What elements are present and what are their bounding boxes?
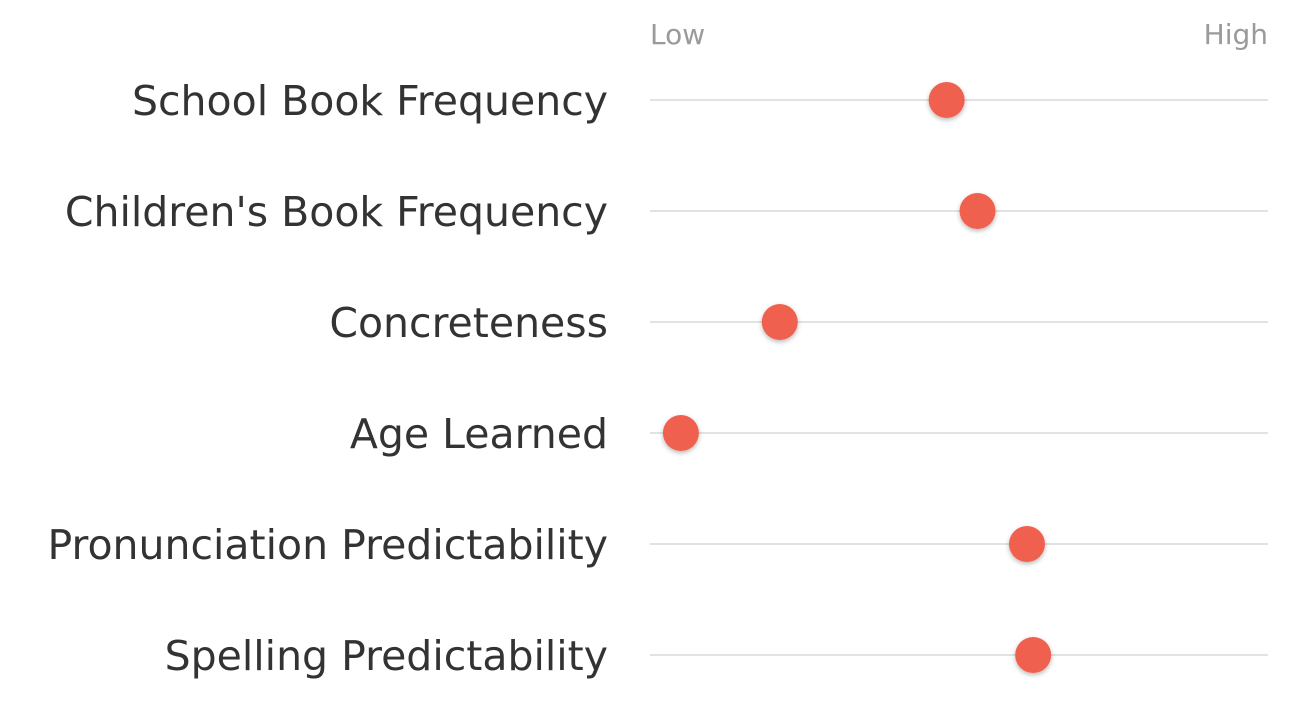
row-label: School Book Frequency: [132, 77, 608, 125]
chart-rows: School Book Frequency Children's Book Fre…: [47, 77, 1268, 680]
scale-high-label: High: [1204, 18, 1268, 51]
data-point: [1008, 526, 1045, 562]
row-label: Pronunciation Predictability: [47, 521, 608, 569]
scale-low-label: Low: [650, 18, 705, 51]
data-point: [761, 304, 798, 340]
data-point: [662, 415, 699, 451]
data-point: [928, 82, 965, 118]
row-label: Concreteness: [329, 299, 608, 347]
row-label: Spelling Predictability: [165, 632, 608, 680]
data-point: [1015, 637, 1052, 673]
data-point: [959, 193, 996, 229]
row-label: Age Learned: [350, 410, 608, 458]
row-label: Children's Book Frequency: [65, 188, 608, 236]
